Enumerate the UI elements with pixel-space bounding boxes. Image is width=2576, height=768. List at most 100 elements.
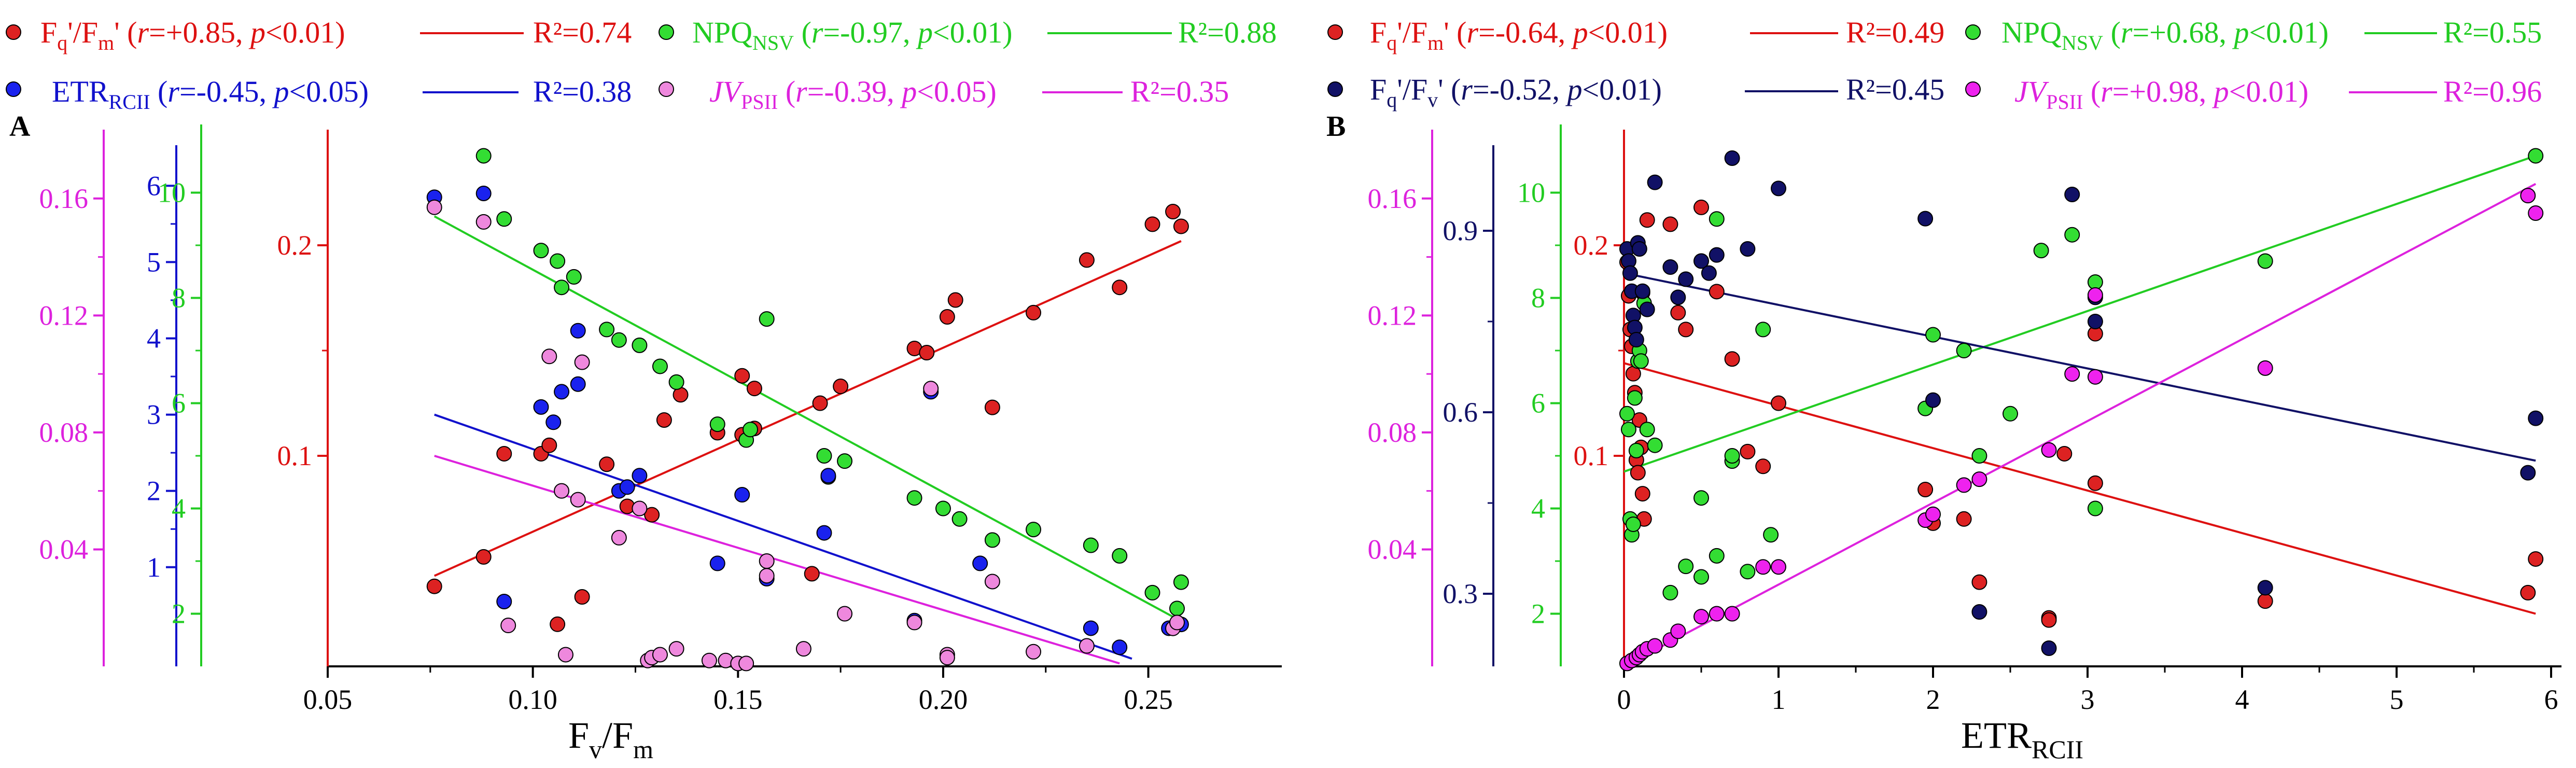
- data-point-a-0: [599, 456, 615, 472]
- data-point-a-0: [426, 578, 442, 594]
- data-point-b-2: [1639, 301, 1655, 317]
- data-point-a-1: [1173, 574, 1189, 590]
- data-point-b-0: [2528, 551, 2544, 567]
- data-point-b-1: [1693, 569, 1709, 585]
- data-point-a-1: [475, 148, 492, 164]
- y-tick-label-a_jv: 0.16: [39, 183, 89, 214]
- data-point-a-1: [1169, 601, 1185, 617]
- data-point-a-2: [475, 185, 492, 201]
- data-point-b-3: [2041, 442, 2057, 458]
- panel-label-a: A: [9, 110, 31, 143]
- y-tick-label-a_etr: 2: [147, 476, 161, 507]
- y-tick-label-b_fq: 0.2: [1574, 230, 1609, 261]
- data-point-b-2: [1678, 271, 1694, 287]
- data-point-a-0: [984, 399, 1000, 415]
- y-tick-label-a_npq: 10: [158, 177, 186, 208]
- data-point-a-0: [812, 395, 828, 411]
- data-point-a-3: [738, 655, 754, 672]
- data-point-b-3: [1971, 471, 1987, 487]
- data-point-b-3: [1709, 606, 1725, 622]
- legend-r2-b-npq: R²=0.55: [2443, 16, 2542, 49]
- data-point-b-2: [1634, 283, 1650, 299]
- data-point-b-2: [2520, 465, 2536, 481]
- data-point-a-0: [1079, 252, 1095, 268]
- data-point-a-3: [475, 214, 492, 230]
- y-tick-label-a_etr: 1: [147, 552, 161, 583]
- y-tick-label-b_npq: 2: [1531, 598, 1545, 630]
- data-point-a-0: [919, 345, 935, 361]
- data-point-a-2: [554, 384, 570, 400]
- y-tick-label-a_fq: 0.1: [277, 440, 313, 471]
- data-point-a-0: [550, 616, 566, 632]
- data-point-a-1: [935, 500, 951, 516]
- data-point-a-3: [652, 647, 668, 663]
- legend-a: Fq'/Fm' (r=+0.85, p<0.01) R²=0.74 NPQNSV…: [6, 16, 1277, 114]
- data-point-a-3: [570, 492, 586, 508]
- data-point-a-3: [426, 199, 442, 215]
- data-point-b-1: [2528, 148, 2544, 164]
- legend-text-b-npq: NPQNSV (r=+0.68, p<0.01): [2001, 16, 2329, 54]
- y-tick-label-b_fqfv: 0.9: [1443, 215, 1478, 246]
- data-point-b-3: [1647, 638, 1663, 654]
- data-point-b-0: [2520, 584, 2536, 601]
- data-point-b-2: [1631, 241, 1647, 257]
- y-tick-label-b_npq: 10: [1517, 177, 1545, 208]
- legend-marker-a-fq: [6, 24, 21, 40]
- y-tick-label-b_jv: 0.16: [1368, 183, 1417, 214]
- y-tick-label-a_etr: 3: [147, 399, 161, 430]
- data-point-b-0: [1740, 443, 1756, 459]
- data-point-b-0: [1709, 284, 1725, 300]
- data-point-a-3: [557, 647, 573, 663]
- data-point-b-2: [1925, 392, 1941, 408]
- data-point-a-2: [1083, 620, 1099, 636]
- data-point-a-1: [709, 416, 725, 432]
- y-tick-label-b_fqfv: 0.3: [1443, 578, 1478, 609]
- y-tick-label-a_fq: 0.2: [277, 230, 313, 261]
- data-point-b-1: [2033, 243, 2049, 259]
- x-tick-label-a: 0.15: [713, 684, 763, 715]
- data-point-b-1: [1740, 564, 1756, 580]
- data-point-a-1: [496, 211, 512, 227]
- data-point-a-3: [759, 568, 775, 584]
- data-point-a-3: [1026, 644, 1042, 660]
- legend-r2-b-fqfv: R²=0.45: [1846, 73, 1944, 106]
- x-tick-label-b: 1: [1772, 684, 1786, 715]
- data-point-b-1: [1620, 422, 1636, 438]
- trend-line-a-3: [434, 455, 1120, 665]
- legend-marker-b-fqfv: [1327, 81, 1343, 97]
- data-point-b-1: [1693, 490, 1709, 506]
- x-tick-label-b: 4: [2235, 684, 2249, 715]
- data-point-b-1: [1763, 527, 1779, 543]
- y-tick-label-b_jv: 0.12: [1368, 300, 1417, 331]
- x-tick-label-a: 0.25: [1124, 684, 1173, 715]
- data-point-b-0: [1634, 486, 1650, 502]
- x-tick-label-b: 3: [2081, 684, 2095, 715]
- data-point-b-0: [1662, 216, 1678, 232]
- data-point-a-0: [1112, 280, 1128, 296]
- y-tick-label-a_jv: 0.12: [39, 300, 89, 331]
- y-tick-label-a_etr: 5: [147, 246, 161, 277]
- data-point-b-2: [1771, 180, 1786, 197]
- data-point-b-3: [1925, 506, 1941, 522]
- data-point-b-3: [1670, 623, 1686, 639]
- data-point-b-3: [1693, 609, 1709, 625]
- data-point-b-1: [1619, 406, 1635, 422]
- data-point-b-3: [2064, 366, 2080, 382]
- data-point-b-1: [2064, 227, 2080, 243]
- data-point-a-1: [611, 332, 627, 348]
- data-point-a-0: [1173, 218, 1189, 234]
- data-point-a-0: [475, 549, 492, 565]
- data-point-a-3: [1079, 638, 1095, 654]
- legend-marker-a-etr: [6, 81, 21, 97]
- data-point-a-2: [496, 593, 512, 609]
- data-point-b-1: [1724, 448, 1740, 464]
- data-point-a-1: [984, 532, 1000, 548]
- data-point-b-3: [2087, 287, 2103, 303]
- data-point-a-3: [923, 381, 939, 397]
- data-point-b-3: [2520, 188, 2536, 204]
- data-point-b-0: [1639, 212, 1655, 228]
- legend-text-b-fq: Fq'/Fm' (r=-0.64, p<0.01): [1370, 16, 1668, 54]
- data-point-b-0: [1693, 199, 1709, 215]
- data-point-b-2: [1622, 265, 1638, 281]
- data-point-b-1: [1647, 437, 1663, 453]
